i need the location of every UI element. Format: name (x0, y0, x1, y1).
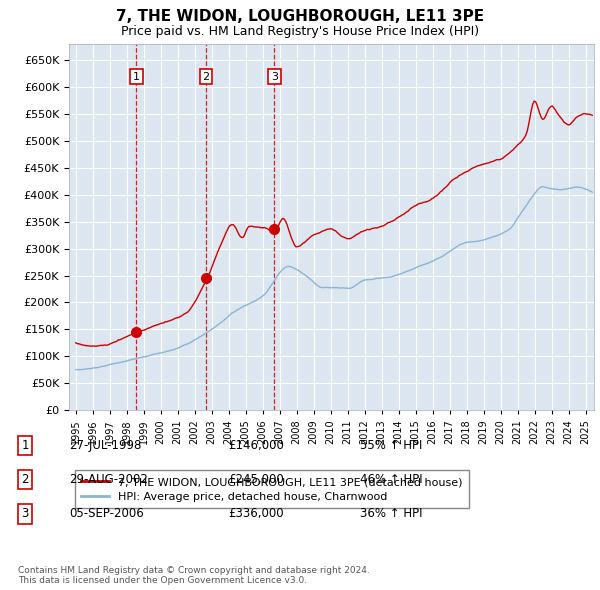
Text: 3: 3 (22, 507, 29, 520)
Text: 36% ↑ HPI: 36% ↑ HPI (360, 507, 422, 520)
Text: Contains HM Land Registry data © Crown copyright and database right 2024.
This d: Contains HM Land Registry data © Crown c… (18, 566, 370, 585)
Text: £336,000: £336,000 (228, 507, 284, 520)
Legend: 7, THE WIDON, LOUGHBOROUGH, LE11 3PE (detached house), HPI: Average price, detac: 7, THE WIDON, LOUGHBOROUGH, LE11 3PE (de… (74, 470, 469, 508)
Text: Price paid vs. HM Land Registry's House Price Index (HPI): Price paid vs. HM Land Registry's House … (121, 25, 479, 38)
Text: 2: 2 (202, 71, 209, 81)
Text: 1: 1 (133, 71, 140, 81)
Text: 3: 3 (271, 71, 278, 81)
Text: 46% ↑ HPI: 46% ↑ HPI (360, 473, 422, 486)
Text: 7, THE WIDON, LOUGHBOROUGH, LE11 3PE: 7, THE WIDON, LOUGHBOROUGH, LE11 3PE (116, 9, 484, 24)
Text: £146,000: £146,000 (228, 439, 284, 452)
Text: 29-AUG-2002: 29-AUG-2002 (69, 473, 148, 486)
Text: 2: 2 (22, 473, 29, 486)
Text: 27-JUL-1998: 27-JUL-1998 (69, 439, 142, 452)
Text: 55% ↑ HPI: 55% ↑ HPI (360, 439, 422, 452)
Text: 05-SEP-2006: 05-SEP-2006 (69, 507, 144, 520)
Text: 1: 1 (22, 439, 29, 452)
Text: £245,000: £245,000 (228, 473, 284, 486)
